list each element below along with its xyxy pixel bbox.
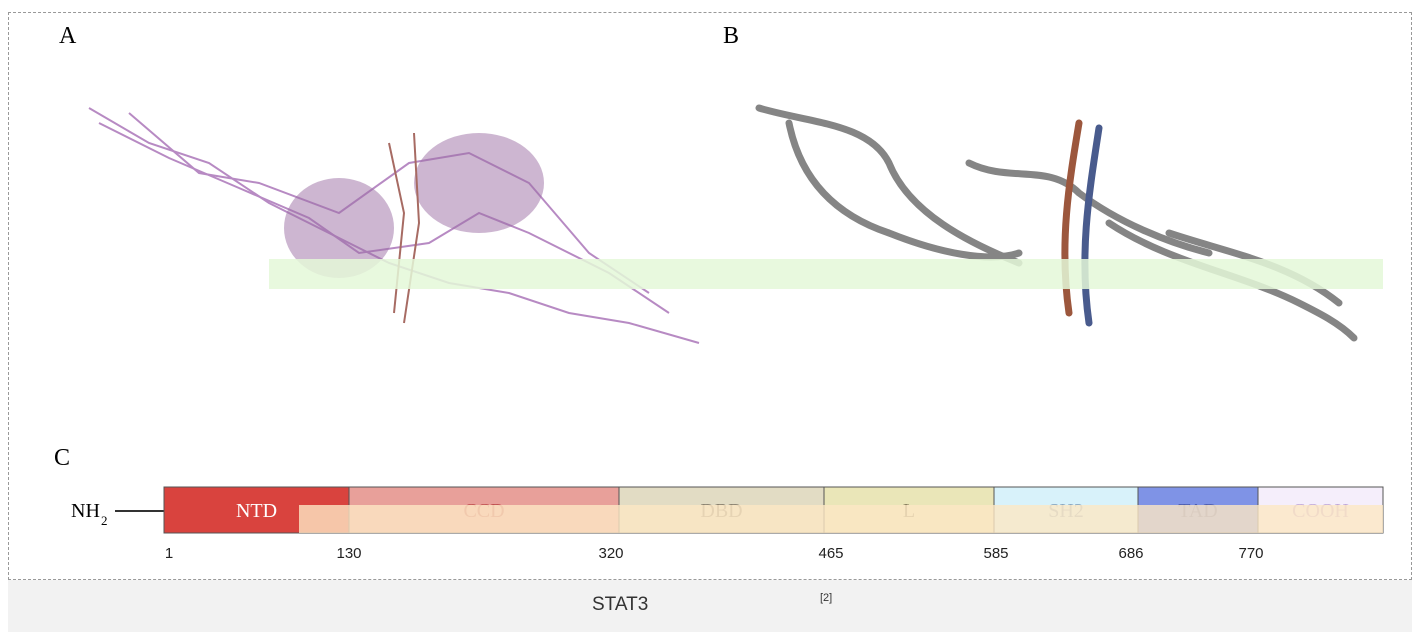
position-label: 585: [983, 545, 1008, 562]
structure-b: [755, 104, 1358, 342]
position-label: 130: [336, 545, 361, 562]
image-artifact: [269, 259, 1383, 289]
domain-label: NTD: [236, 500, 277, 522]
start-label: NH: [71, 500, 100, 522]
image-artifact: [299, 505, 1383, 533]
figure: A B C NH 2 NTDCCDDBDLSH2TADCOOH113032046…: [8, 12, 1412, 580]
panel-label: C: [54, 445, 70, 471]
caption: STAT3: [592, 594, 649, 615]
position-label: 1: [165, 545, 173, 562]
start-subscript: 2: [101, 513, 108, 528]
position-label: 320: [598, 545, 623, 562]
position-label: 686: [1118, 545, 1143, 562]
caption-bar: STAT3 [2]: [8, 580, 1412, 632]
reference: [2]: [820, 592, 833, 604]
structure-a: [88, 107, 700, 344]
panel-label: B: [723, 23, 739, 49]
panel-label: A: [59, 23, 77, 49]
position-label: 770: [1238, 545, 1263, 562]
position-label: 465: [818, 545, 843, 562]
figure-art: A B C NH 2 NTDCCDDBDLSH2TADCOOH113032046…: [54, 23, 1384, 562]
